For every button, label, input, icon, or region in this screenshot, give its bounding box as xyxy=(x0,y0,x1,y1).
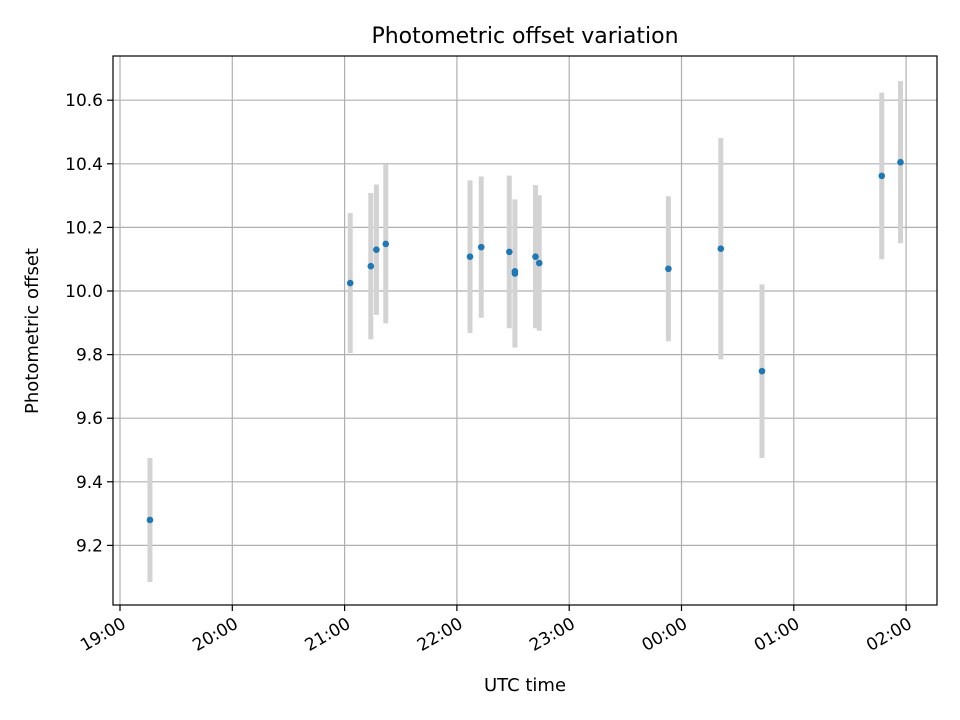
data-points xyxy=(146,158,904,524)
data-point xyxy=(511,267,519,275)
x-tick-label: 21:00 xyxy=(302,614,354,656)
x-ticks: 19:00 20:00 21:00 22:00 23:00 00:00 01:00 02:00 xyxy=(77,605,916,656)
x-tick-label: 23:00 xyxy=(526,614,578,656)
data-point xyxy=(477,243,485,251)
chart-title: Photometric offset variation xyxy=(371,24,678,49)
y-tick-label: 9.2 xyxy=(76,536,103,556)
y-tick-label: 9.4 xyxy=(76,473,103,493)
x-tick-label: 20:00 xyxy=(189,614,241,656)
x-tick-label: 22:00 xyxy=(414,614,466,656)
grid xyxy=(113,56,937,605)
data-point xyxy=(346,279,354,287)
data-point xyxy=(897,158,904,166)
y-tick-label: 9.6 xyxy=(76,409,103,429)
data-point xyxy=(878,172,886,180)
y-tick-label: 10.6 xyxy=(65,91,103,111)
y-tick-label: 10.4 xyxy=(65,155,103,175)
data-point xyxy=(532,253,539,260)
data-point xyxy=(466,253,474,260)
data-point xyxy=(758,367,766,375)
data-point xyxy=(382,240,390,248)
y-tick-label: 10.0 xyxy=(65,282,103,302)
data-point xyxy=(373,246,380,253)
y-axis-label: Photometric offset xyxy=(22,248,43,414)
x-tick-label: 01:00 xyxy=(751,614,803,656)
data-point xyxy=(665,265,672,273)
x-tick-label: 02:00 xyxy=(863,614,915,656)
x-axis-label: UTC time xyxy=(484,675,566,696)
y-tick-label: 9.8 xyxy=(76,346,103,366)
data-point xyxy=(367,262,375,270)
x-tick-label: 00:00 xyxy=(639,614,691,656)
data-point xyxy=(506,248,513,256)
data-point xyxy=(146,516,154,524)
data-point xyxy=(717,245,725,253)
plot-frame xyxy=(112,55,938,606)
x-tick-label: 19:00 xyxy=(77,614,129,656)
y-tick-label: 10.2 xyxy=(65,218,103,238)
y-ticks: 9.2 9.4 9.6 9.8 10.0 10.2 10.4 10.6 xyxy=(65,91,113,556)
data-point xyxy=(535,259,543,267)
error-bars xyxy=(147,81,903,582)
